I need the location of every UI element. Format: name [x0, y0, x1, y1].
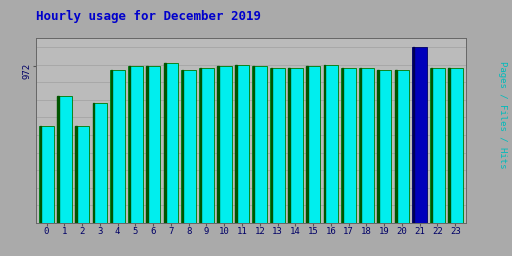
Bar — [200, 68, 201, 223]
Bar — [342, 68, 343, 223]
Bar — [39, 126, 41, 223]
Bar — [306, 67, 308, 223]
Bar — [270, 68, 285, 223]
Bar — [449, 68, 450, 223]
Bar — [57, 96, 59, 223]
Bar — [288, 68, 303, 223]
Text: Pages / Files / Hits: Pages / Files / Hits — [498, 61, 507, 169]
Bar — [448, 68, 462, 223]
Bar — [129, 67, 130, 223]
Bar — [234, 65, 249, 223]
Bar — [164, 63, 165, 223]
Bar — [342, 68, 356, 223]
Bar — [431, 68, 432, 223]
Bar — [306, 67, 321, 223]
Bar — [413, 47, 414, 223]
Bar — [93, 103, 107, 223]
Bar — [57, 96, 72, 223]
Bar — [377, 70, 379, 223]
Bar — [146, 67, 148, 223]
Bar — [253, 67, 254, 223]
Bar — [271, 68, 272, 223]
Bar — [395, 70, 409, 223]
Bar — [128, 67, 143, 223]
Bar — [75, 126, 77, 223]
Bar — [377, 70, 392, 223]
Bar — [413, 47, 427, 223]
Bar — [430, 68, 445, 223]
Bar — [359, 68, 374, 223]
Bar — [288, 68, 290, 223]
Bar — [199, 68, 214, 223]
Bar — [217, 67, 231, 223]
Bar — [146, 67, 160, 223]
Bar — [111, 70, 112, 223]
Text: Hourly usage for December 2019: Hourly usage for December 2019 — [36, 10, 261, 23]
Bar — [324, 65, 326, 223]
Bar — [252, 67, 267, 223]
Bar — [235, 65, 237, 223]
Bar — [218, 67, 219, 223]
Bar — [93, 103, 94, 223]
Bar — [324, 65, 338, 223]
Bar — [164, 63, 178, 223]
Bar — [110, 70, 125, 223]
Bar — [182, 70, 183, 223]
Bar — [181, 70, 196, 223]
Bar — [395, 70, 397, 223]
Bar — [75, 126, 89, 223]
Bar — [359, 68, 361, 223]
Bar — [39, 126, 54, 223]
